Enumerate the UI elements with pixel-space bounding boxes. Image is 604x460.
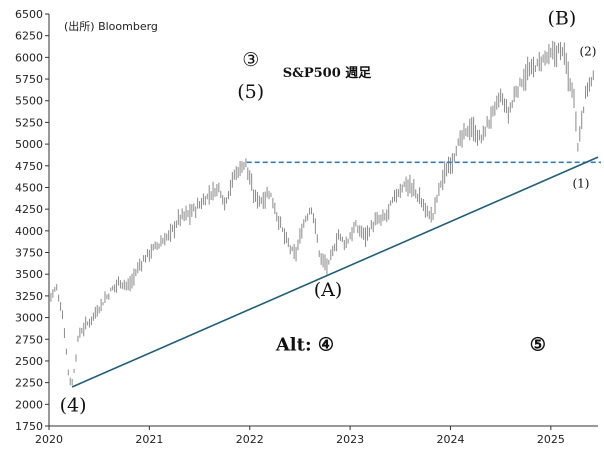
wave-label: (2) (579, 45, 596, 59)
y-tick-label: 4000 (15, 225, 43, 238)
y-tick-label: 4250 (15, 203, 43, 216)
y-tick-label: 6250 (15, 30, 43, 43)
wave-label: (B) (547, 7, 576, 29)
source-label: (出所) Bloomberg (64, 19, 158, 33)
y-tick-label: 5000 (15, 138, 43, 151)
x-tick-label: 2024 (436, 433, 464, 446)
y-tick-label: 2250 (15, 377, 43, 390)
y-tick-label: 3750 (15, 247, 43, 260)
x-tick-label: 2021 (135, 433, 163, 446)
wave-label: ③ (242, 49, 259, 71)
y-tick-label: 2000 (15, 398, 43, 411)
x-axis-ticks: 2020 2021 2022 2023 2024 2025 (35, 426, 565, 446)
wave-label: (4) (60, 394, 87, 416)
y-tick-label: 6500 (15, 8, 43, 21)
chart-title: S&P500 週足 (283, 66, 373, 81)
y-tick-label: 2750 (15, 333, 43, 346)
y-tick-label: 3000 (15, 312, 43, 325)
y-tick-label: 5250 (15, 116, 43, 129)
y-tick-label: 1750 (15, 420, 43, 433)
y-tick-label: 4750 (15, 160, 43, 173)
y-axis-ticks: 1750 2000 2250 2500 2750 3000 3250 3500 3750 4000… (15, 8, 49, 433)
y-tick-label: 4500 (15, 181, 43, 194)
wave-label: Alt: ④ (275, 335, 334, 356)
support-trendline (71, 156, 599, 388)
wave-label: ⑤ (530, 335, 546, 356)
x-tick-label: 2023 (336, 433, 364, 446)
y-tick-label: 3250 (15, 290, 43, 303)
y-tick-label: 5750 (15, 73, 43, 86)
wave-annotations: ③ (5) (B) (2) (1) (A) (4) Alt: ④ ⑤ (60, 7, 597, 416)
wave-label: (A) (314, 279, 343, 301)
x-tick-label: 2020 (35, 433, 63, 446)
wave-label: (1) (572, 176, 589, 190)
x-tick-label: 2025 (537, 433, 565, 446)
y-tick-label: 6000 (15, 51, 43, 64)
x-tick-label: 2022 (236, 433, 264, 446)
price-bars (48, 40, 594, 386)
y-tick-label: 2500 (15, 355, 43, 368)
y-tick-label: 3500 (15, 268, 43, 281)
wave-label: (5) (237, 81, 264, 103)
y-tick-label: 5500 (15, 95, 43, 108)
